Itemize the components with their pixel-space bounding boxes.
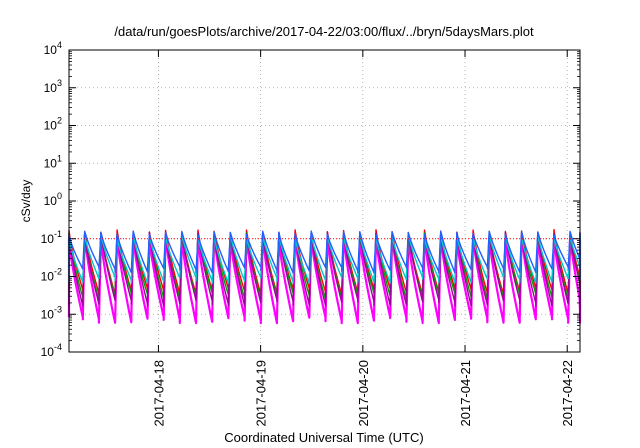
y-tick-label: 101 <box>44 153 62 170</box>
y-axis: 104 103 102 101 100 10-1 10-2 10-3 10-4 <box>41 40 580 359</box>
x-tick-label: 2017-04-22 <box>560 360 575 427</box>
x-tick-label: 2017-04-18 <box>151 360 166 427</box>
data-series-line <box>68 230 581 274</box>
y-tick-label: 10-1 <box>41 229 62 246</box>
x-axis-label: Coordinated Universal Time (UTC) <box>224 430 423 445</box>
x-axis: 2017-04-18 2017-04-19 2017-04-20 2017-04-21… <box>151 50 575 427</box>
x-tick-label: 2017-04-19 <box>254 360 269 427</box>
y-tick-label: 10-2 <box>41 267 62 284</box>
data-series-line <box>67 234 582 325</box>
y-tick-label: 103 <box>44 78 62 95</box>
y-tick-label: 100 <box>44 191 62 208</box>
y-axis-label: cSv/day <box>19 180 33 223</box>
y-tick-label: 104 <box>44 40 62 57</box>
x-tick-label: 2017-04-20 <box>356 360 371 427</box>
data-series-line <box>68 233 581 284</box>
y-tick-label: 10-3 <box>41 304 62 321</box>
series-group <box>67 228 582 325</box>
x-tick-label: 2017-04-21 <box>458 360 473 427</box>
chart-title: /data/run/goesPlots/archive/2017-04-22/0… <box>114 24 534 39</box>
y-tick-label: 10-4 <box>41 342 62 359</box>
y-tick-label: 102 <box>44 116 62 133</box>
